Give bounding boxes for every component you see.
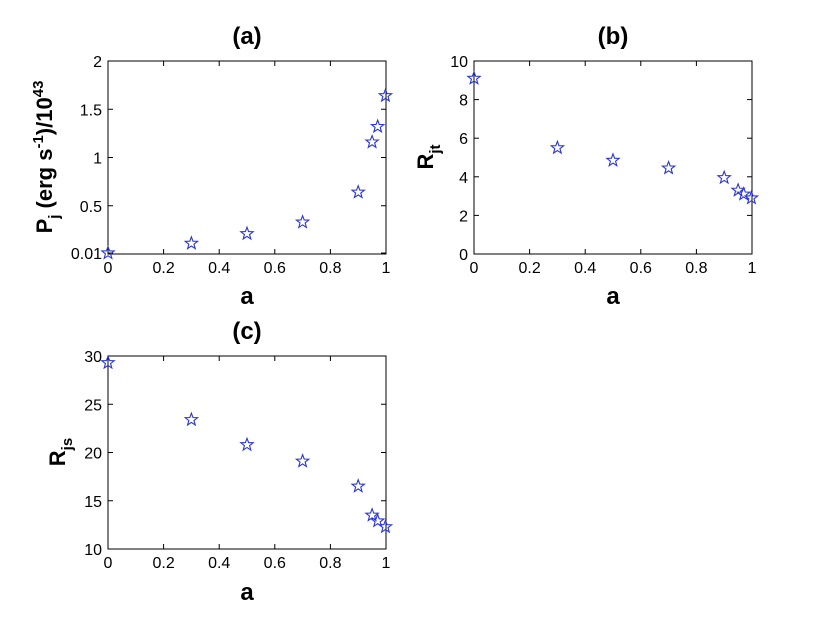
panel-c-xtick-label: 1 bbox=[382, 555, 391, 572]
panel-b-title: (b) bbox=[598, 23, 629, 50]
panel-a-ylabel-sup2: 43 bbox=[30, 81, 47, 98]
panel-a-ytick-label: 2 bbox=[93, 54, 102, 71]
panel-a-data-point bbox=[183, 235, 200, 250]
panel-a-data-point bbox=[369, 118, 386, 134]
panel-a-xtick-label: 0.8 bbox=[319, 260, 341, 277]
panel-a-ytick-label: 0.01 bbox=[71, 246, 102, 263]
panel-a-ylabel-sup: -1 bbox=[30, 135, 47, 148]
panel-a-title: (a) bbox=[232, 23, 261, 50]
panel-b-xtick-label: 0.6 bbox=[630, 260, 652, 277]
panel-b-yticks: 0 2 4 6 8 10 bbox=[450, 54, 752, 264]
panel-c-xtick-label: 0.8 bbox=[319, 555, 341, 572]
panel-c-ylabel-sub: js bbox=[59, 438, 76, 452]
panel-c-xtick-label: 0.6 bbox=[264, 555, 286, 572]
panel-b-ytick-label: 2 bbox=[459, 208, 468, 225]
panel-b-ytick-label: 6 bbox=[459, 131, 468, 148]
panel-a-data-point bbox=[350, 184, 366, 199]
panel-b-xtick-label: 0.2 bbox=[518, 260, 540, 277]
panel-c-ytick-label: 15 bbox=[84, 494, 102, 511]
panel-a-xtick-label: 0 bbox=[104, 260, 113, 277]
panel-a-data-point bbox=[239, 225, 255, 241]
panel-c-data-point bbox=[100, 354, 116, 370]
panel-a-xticks: 0 0.2 0.4 0.6 0.8 1 bbox=[104, 61, 391, 277]
panel-b-xlabel: a bbox=[606, 283, 620, 310]
panel-a-axes bbox=[107, 60, 387, 255]
panel-c-xtick-label: 0.4 bbox=[208, 555, 230, 572]
panel-b-axes bbox=[473, 60, 753, 255]
panel-b-data-point bbox=[735, 186, 752, 201]
panel-a-data-point bbox=[377, 87, 394, 103]
panel-b-data-point bbox=[660, 160, 677, 175]
panel-a-ylabel-rest2: )/10 bbox=[32, 97, 57, 135]
panel-c-data-point bbox=[294, 453, 311, 468]
panel-a-data-point bbox=[294, 214, 311, 229]
panel-b-ylabel-main: R bbox=[413, 154, 438, 170]
panel-a-ytick-label: 1.5 bbox=[80, 102, 102, 119]
panel-a-ytick-label: 0.5 bbox=[80, 199, 102, 216]
panel-b-data-point bbox=[549, 139, 566, 155]
panel-a-yticks: 0.01 0.5 1 1.5 2 bbox=[71, 54, 386, 263]
panel-a-xtick-label: 0.6 bbox=[264, 260, 286, 277]
panel-a-ylabel: Pj (erg s-1)/1043 bbox=[30, 81, 63, 234]
panel-a-xtick-label: 0.2 bbox=[152, 260, 174, 277]
panel-c-ylabel-main: R bbox=[45, 450, 70, 466]
panel-c-xticks: 0 0.2 0.4 0.6 0.8 1 bbox=[104, 356, 391, 572]
panel-c-data-point bbox=[369, 512, 386, 528]
panel-a-data-point bbox=[364, 133, 380, 149]
panel-b-data-point bbox=[466, 70, 482, 85]
panel-c-ytick-label: 20 bbox=[84, 446, 102, 463]
panel-c-xtick-label: 0.2 bbox=[152, 555, 174, 572]
panel-a-data-point bbox=[100, 244, 116, 260]
panel-c-ytick-label: 25 bbox=[84, 397, 102, 414]
panel-c-axes bbox=[107, 355, 387, 550]
panel-c-points bbox=[100, 354, 394, 534]
panel-c-xtick-label: 0 bbox=[104, 555, 113, 572]
panel-a-xlabel: a bbox=[240, 283, 254, 310]
panel-b-points bbox=[466, 70, 760, 205]
panel-a-ytick-label: 1 bbox=[93, 151, 102, 168]
panel-a-xtick-label: 0.4 bbox=[208, 260, 230, 277]
panel-b-data-point bbox=[716, 169, 732, 185]
panel-c-data-point bbox=[377, 518, 394, 534]
panel-b-xtick-label: 0.8 bbox=[685, 260, 707, 277]
panel-b-ytick-label: 10 bbox=[450, 54, 468, 71]
panel-b-data-point bbox=[605, 152, 621, 167]
panel-a-ylabel-main: P bbox=[32, 219, 57, 234]
panel-b-ytick-label: 0 bbox=[459, 247, 468, 264]
panel-b-ylabel-sub: jt bbox=[427, 144, 444, 154]
panel-a-xtick-label: 1 bbox=[382, 260, 391, 277]
panel-b-data-point bbox=[743, 189, 760, 205]
panel-c-data-point bbox=[350, 478, 366, 493]
panel-b-xtick-label: 0 bbox=[470, 260, 479, 277]
panel-c-ylabel: Rjs bbox=[45, 438, 76, 466]
panel-c-data-point bbox=[364, 507, 380, 522]
panel-b-xticks: 0 0.2 0.4 0.6 0.8 1 bbox=[470, 61, 757, 277]
panel-b: (b) 0 0.2 0.4 0.6 0.8 1 0 2 4 6 8 10 a Rjt bbox=[413, 23, 760, 310]
panel-b-xtick-label: 1 bbox=[748, 260, 757, 277]
panel-a-points bbox=[100, 87, 394, 260]
panel-c-ytick-label: 10 bbox=[84, 542, 102, 559]
panel-c-yticks: 10 15 20 25 30 bbox=[84, 349, 386, 559]
panel-b-ylabel: Rjt bbox=[413, 144, 444, 169]
panel-c-xlabel: a bbox=[240, 579, 254, 606]
panel-c: (c) 0 0.2 0.4 0.6 0.8 1 10 15 20 25 30 a Rjs bbox=[45, 318, 394, 606]
panel-b-xtick-label: 0.4 bbox=[574, 260, 596, 277]
panel-a-ylabel-rest: (erg s bbox=[32, 149, 57, 215]
panel-b-ytick-label: 8 bbox=[459, 93, 468, 110]
panel-a: (a) 0 0.2 0.4 0.6 0.8 1 0.01 0.5 1 1.5 2 a Pj (er… bbox=[30, 23, 394, 310]
panel-a-ylabel-sub: j bbox=[46, 215, 63, 220]
panel-b-ytick-label: 4 bbox=[459, 170, 468, 187]
panel-c-data-point bbox=[239, 436, 255, 452]
panel-c-data-point bbox=[183, 411, 200, 427]
panel-c-title: (c) bbox=[232, 318, 261, 345]
panel-c-ytick-label: 30 bbox=[84, 349, 102, 366]
